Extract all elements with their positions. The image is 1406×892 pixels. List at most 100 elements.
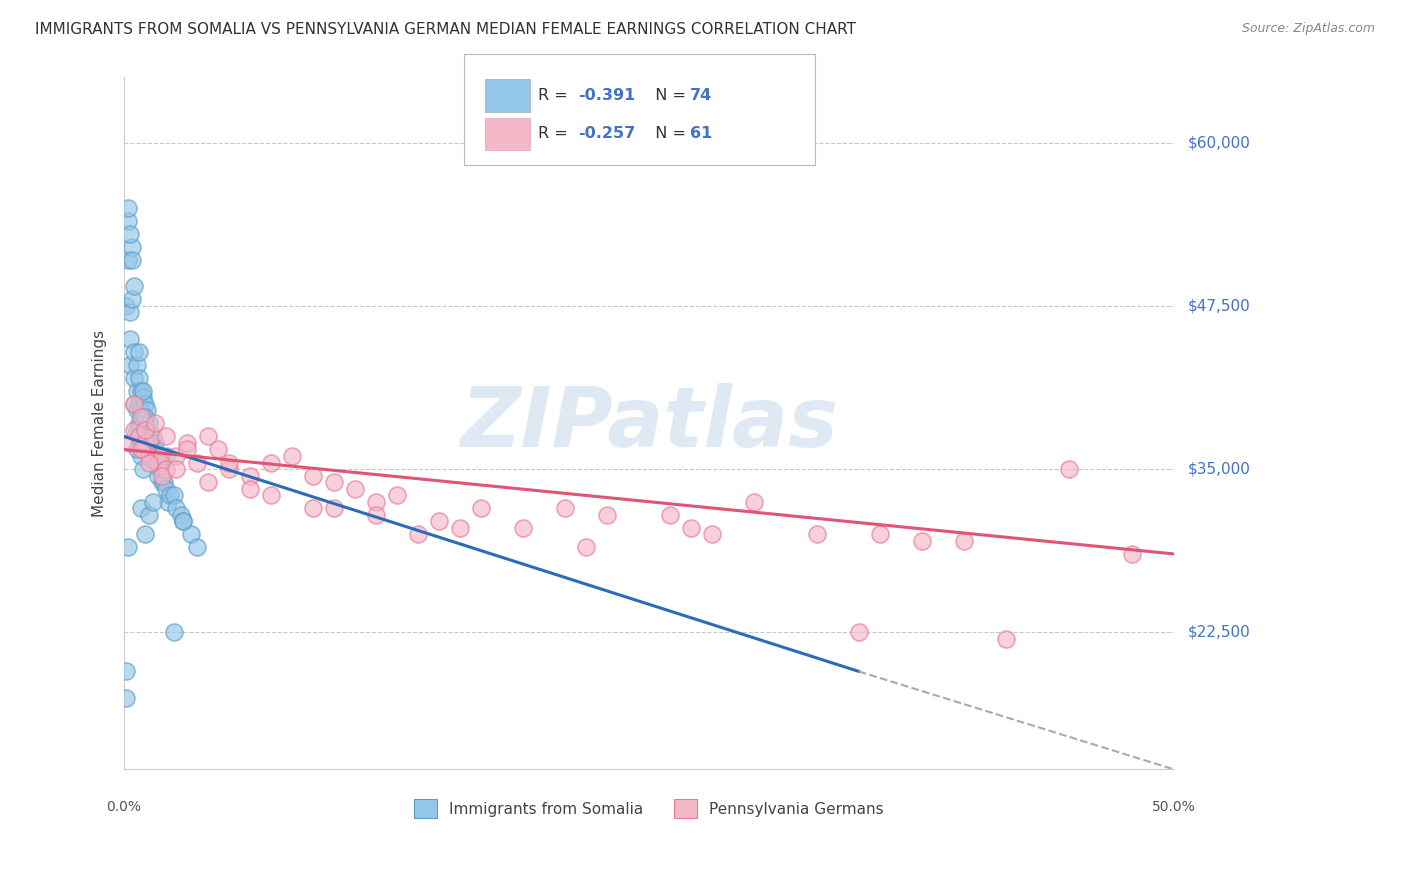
Point xyxy=(170,508,193,522)
Point xyxy=(163,488,186,502)
Point xyxy=(150,456,173,470)
Point xyxy=(218,456,240,470)
Text: 74: 74 xyxy=(690,88,713,103)
Point xyxy=(134,409,156,424)
Point xyxy=(302,501,325,516)
Text: R =: R = xyxy=(538,127,574,141)
Point xyxy=(172,514,194,528)
Point xyxy=(136,423,159,437)
Point xyxy=(128,429,150,443)
Point xyxy=(132,390,155,404)
Point xyxy=(157,494,180,508)
Point xyxy=(124,397,146,411)
Point xyxy=(197,475,219,489)
Point xyxy=(124,279,146,293)
Point xyxy=(281,449,304,463)
Point xyxy=(1121,547,1143,561)
Point xyxy=(239,482,262,496)
Point xyxy=(186,456,208,470)
Point xyxy=(121,253,143,268)
Point xyxy=(138,417,160,431)
Point xyxy=(1057,462,1080,476)
Point xyxy=(141,449,163,463)
Point xyxy=(406,527,429,541)
Point xyxy=(134,436,156,450)
Point xyxy=(149,462,172,476)
Point xyxy=(153,475,176,489)
Point xyxy=(138,436,160,450)
Point xyxy=(145,456,167,470)
Point xyxy=(134,417,156,431)
Point xyxy=(994,632,1017,646)
Point xyxy=(197,429,219,443)
Point xyxy=(596,508,619,522)
Point xyxy=(125,403,148,417)
Text: Source: ZipAtlas.com: Source: ZipAtlas.com xyxy=(1241,22,1375,36)
Point xyxy=(176,436,198,450)
Point xyxy=(869,527,891,541)
Point xyxy=(364,508,387,522)
Point xyxy=(150,475,173,489)
Point xyxy=(385,488,408,502)
Point xyxy=(911,533,934,548)
Point xyxy=(125,358,148,372)
Point xyxy=(129,384,152,398)
Point xyxy=(166,449,188,463)
Point xyxy=(470,501,492,516)
Point xyxy=(136,403,159,417)
Point xyxy=(146,456,169,470)
Point xyxy=(952,533,974,548)
Text: $47,500: $47,500 xyxy=(1188,299,1250,313)
Point xyxy=(120,305,142,319)
Point xyxy=(134,436,156,450)
Point xyxy=(512,521,534,535)
Text: N =: N = xyxy=(645,127,692,141)
Point xyxy=(115,299,138,313)
Point xyxy=(146,468,169,483)
Point xyxy=(449,521,471,535)
Point xyxy=(132,442,155,457)
Point xyxy=(145,417,167,431)
Point xyxy=(176,442,198,457)
Point xyxy=(132,409,155,424)
Point xyxy=(125,423,148,437)
Point xyxy=(427,514,450,528)
Point xyxy=(142,494,165,508)
Point xyxy=(129,442,152,457)
Point xyxy=(117,201,139,215)
Text: 50.0%: 50.0% xyxy=(1152,800,1195,814)
Point xyxy=(120,436,142,450)
Point xyxy=(155,482,177,496)
Point xyxy=(134,397,156,411)
Point xyxy=(700,527,723,541)
Point xyxy=(155,462,177,476)
Point xyxy=(128,370,150,384)
Point xyxy=(163,625,186,640)
Point xyxy=(155,449,177,463)
Point xyxy=(129,501,152,516)
Point xyxy=(142,429,165,443)
Point xyxy=(117,214,139,228)
Point xyxy=(115,690,138,705)
Point xyxy=(132,429,155,443)
Point xyxy=(141,429,163,443)
Point xyxy=(364,494,387,508)
Point xyxy=(124,423,146,437)
Point xyxy=(129,403,152,417)
Point xyxy=(128,397,150,411)
Point xyxy=(142,442,165,457)
Point xyxy=(129,449,152,463)
Point xyxy=(115,665,138,679)
Text: $35,000: $35,000 xyxy=(1188,461,1250,476)
Point xyxy=(121,293,143,307)
Point xyxy=(117,253,139,268)
Point xyxy=(260,488,283,502)
Point xyxy=(138,456,160,470)
Point xyxy=(132,384,155,398)
Point xyxy=(322,475,344,489)
Point xyxy=(136,442,159,457)
Point xyxy=(155,429,177,443)
Point xyxy=(239,468,262,483)
Point xyxy=(124,344,146,359)
Point xyxy=(125,442,148,457)
